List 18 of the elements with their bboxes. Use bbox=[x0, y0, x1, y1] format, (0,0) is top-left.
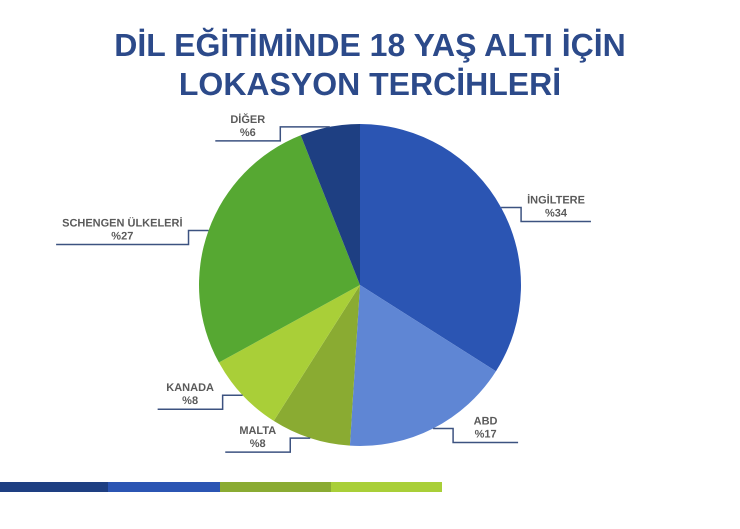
slice-label: ABD bbox=[474, 415, 498, 428]
slice-label: İNGİLTERE bbox=[527, 193, 585, 206]
data-label: %17 bbox=[474, 428, 497, 440]
data-label: %8 bbox=[182, 395, 198, 408]
data-label: %6 bbox=[240, 126, 256, 139]
data-label: %8 bbox=[250, 438, 266, 450]
slice-label: MALTA bbox=[239, 425, 276, 438]
pie-slice bbox=[350, 285, 496, 446]
chart-title: DİL EĞİTİMİNDE 18 YAŞ ALTI İÇİN LOKASYON TERCİHLERİ bbox=[114, 27, 626, 102]
data-label: %34 bbox=[545, 207, 568, 220]
slice-label: KANADA bbox=[166, 382, 214, 394]
pie-slice bbox=[300, 124, 360, 285]
slice-label: SCHENGEN ÜLKELERİ bbox=[62, 216, 183, 230]
pie-slice bbox=[199, 135, 360, 363]
slice-label: DİĞER bbox=[230, 112, 266, 126]
pie-slice bbox=[218, 285, 360, 421]
data-label: %27 bbox=[111, 230, 134, 242]
pie-slice bbox=[360, 124, 521, 372]
